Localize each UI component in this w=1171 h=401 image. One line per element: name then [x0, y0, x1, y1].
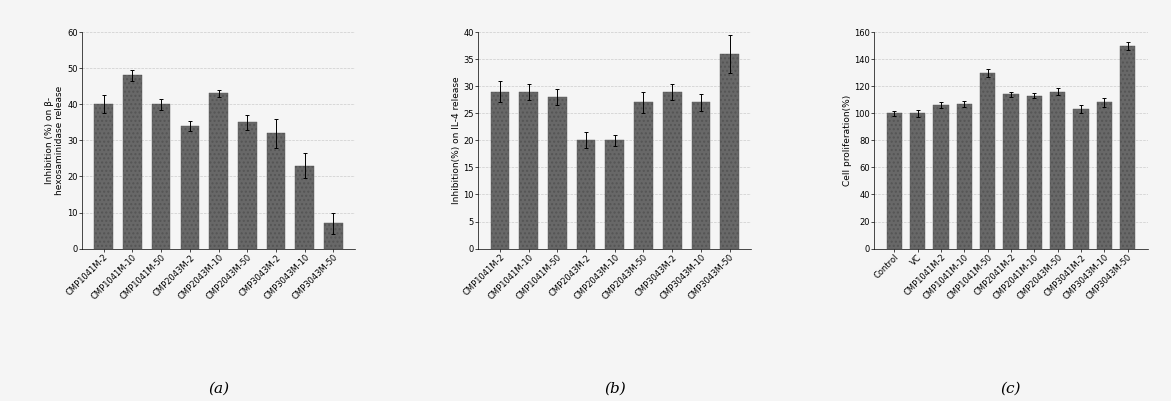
Bar — [1097, 102, 1111, 249]
Bar — [123, 75, 142, 249]
Text: (a): (a) — [208, 382, 230, 396]
Bar — [1074, 109, 1089, 249]
Bar — [1119, 46, 1135, 249]
Y-axis label: Cell proliferation(%): Cell proliferation(%) — [842, 95, 851, 186]
Bar — [152, 104, 171, 249]
Bar — [267, 133, 286, 249]
Bar — [491, 91, 509, 249]
Text: (c): (c) — [1001, 382, 1021, 396]
Y-axis label: Inhibition(%) on IL-4 release: Inhibition(%) on IL-4 release — [452, 77, 460, 204]
Bar — [910, 113, 925, 249]
Bar — [1050, 91, 1066, 249]
Bar — [663, 91, 682, 249]
Bar — [605, 140, 624, 249]
Bar — [238, 122, 256, 249]
Bar — [210, 93, 228, 249]
Bar — [519, 91, 537, 249]
Bar — [180, 126, 199, 249]
Bar — [933, 105, 949, 249]
Text: (b): (b) — [604, 382, 625, 396]
Bar — [1004, 94, 1019, 249]
Bar — [886, 113, 902, 249]
Y-axis label: Inhibition (%) on β-
hexosaminidase release: Inhibition (%) on β- hexosaminidase rele… — [44, 86, 64, 195]
Bar — [1027, 96, 1042, 249]
Bar — [957, 104, 972, 249]
Bar — [324, 223, 343, 249]
Bar — [980, 73, 995, 249]
Bar — [635, 102, 652, 249]
Bar — [720, 54, 739, 249]
Bar — [548, 97, 567, 249]
Bar — [577, 140, 595, 249]
Bar — [295, 166, 314, 249]
Bar — [692, 102, 711, 249]
Bar — [95, 104, 114, 249]
